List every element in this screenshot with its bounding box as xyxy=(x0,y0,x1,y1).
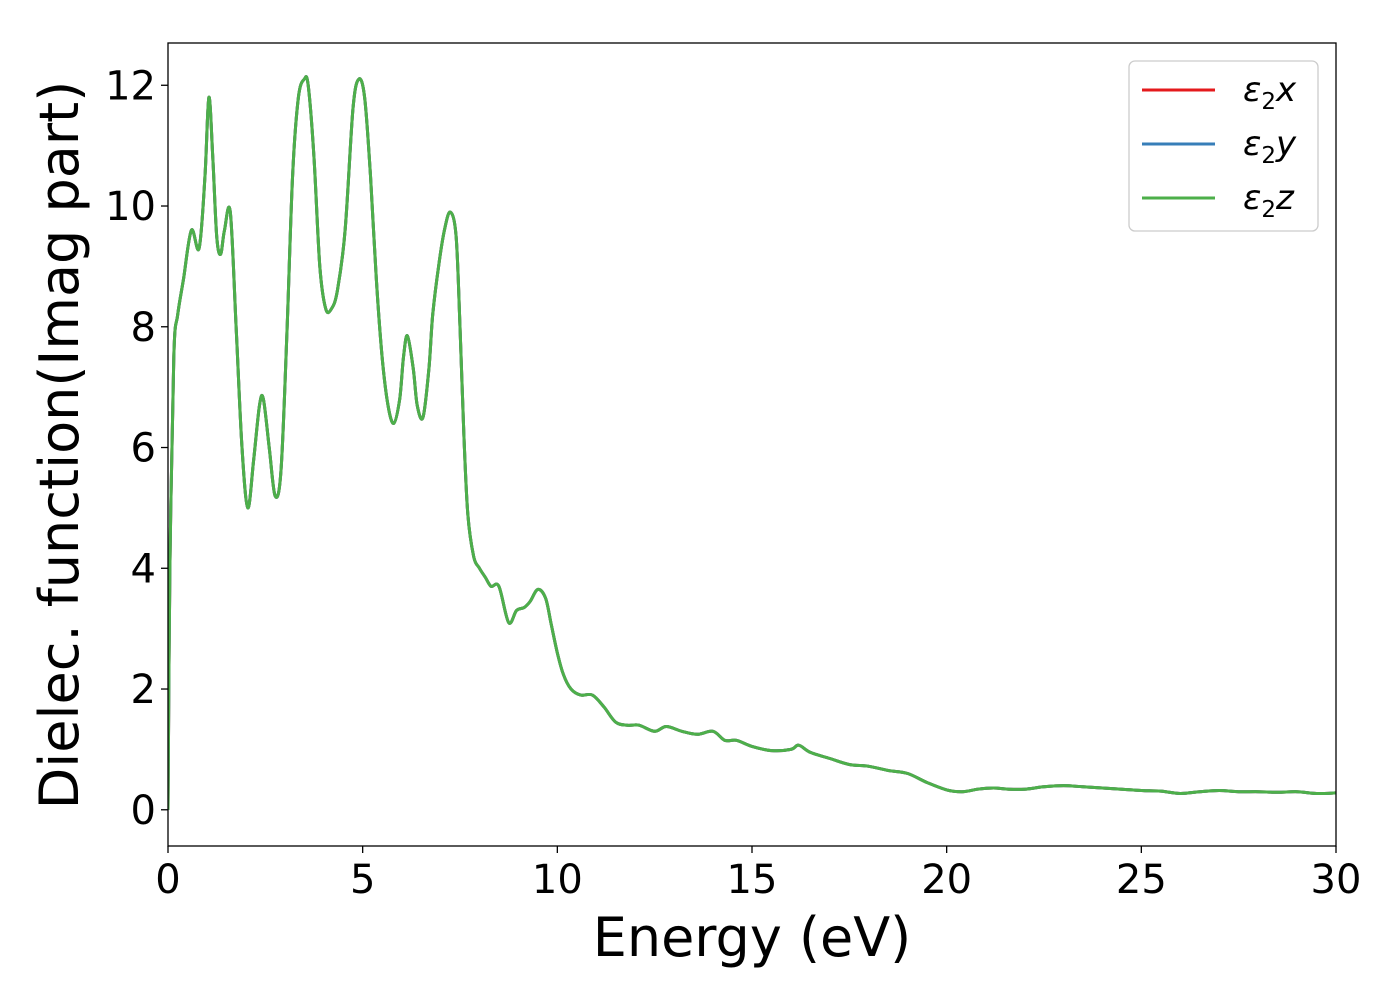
legend-items: ε2x ε2y ε2z xyxy=(1142,70,1297,223)
y-tick-label: 0 xyxy=(131,788,156,834)
x-tick-label: 10 xyxy=(532,857,583,903)
y-tick-label: 2 xyxy=(131,667,156,713)
y-tick-label: 10 xyxy=(105,184,156,230)
x-tick-label: 5 xyxy=(350,857,375,903)
y-tick-label: 6 xyxy=(131,426,156,472)
legend-label-y: ε2y xyxy=(1243,124,1297,169)
x-tick-label: 0 xyxy=(155,857,180,903)
x-tick-label: 20 xyxy=(921,857,972,903)
legend-label-z: ε2z xyxy=(1243,178,1295,223)
y-tick-label: 4 xyxy=(131,546,156,592)
y-axis-ticks: 0 2 4 6 8 10 12 xyxy=(105,63,168,834)
x-axis-label: Energy (eV) xyxy=(593,906,912,969)
y-tick-label: 8 xyxy=(131,305,156,351)
y-axis-label: Dielec. function(Imag part) xyxy=(28,81,91,810)
legend-label-x: ε2x xyxy=(1243,70,1297,115)
y-tick-label: 12 xyxy=(105,63,156,109)
series-layer xyxy=(168,75,1336,810)
x-tick-label: 25 xyxy=(1116,857,1167,903)
legend: ε2x ε2y ε2z xyxy=(1128,60,1319,232)
x-tick-label: 15 xyxy=(727,857,778,903)
series-line-3 xyxy=(168,75,1336,810)
legend-frame xyxy=(1128,60,1319,232)
x-axis-ticks: 0 5 10 15 20 25 30 xyxy=(155,846,1361,903)
x-tick-label: 30 xyxy=(1311,857,1362,903)
